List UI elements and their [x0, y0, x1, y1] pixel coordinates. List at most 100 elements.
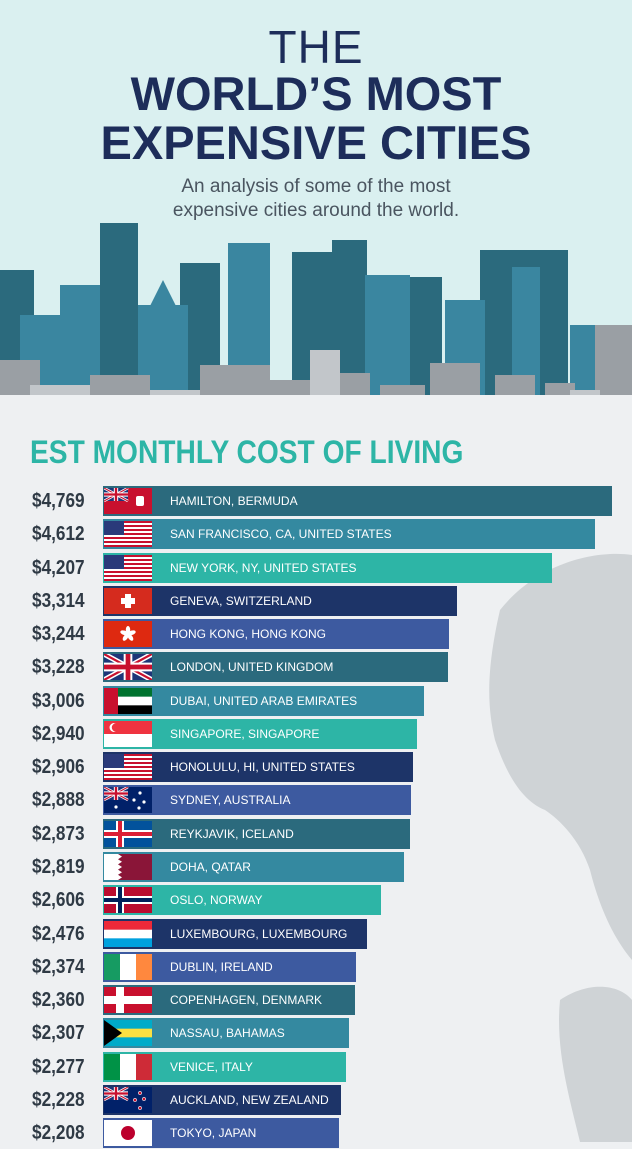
norway-flag-icon: [104, 887, 152, 914]
bar: [103, 486, 612, 516]
bar-row: $3,228 LONDON, UNITED KINGDOM: [0, 652, 632, 683]
value-label: $2,888: [32, 789, 85, 812]
bar: [103, 718, 417, 749]
category-label: DUBLIN, IRELAND: [170, 959, 273, 974]
value-label: $3,244: [32, 623, 85, 646]
bar: [103, 851, 404, 882]
bar-row: $2,606 OSLO, NORWAY: [0, 885, 632, 916]
value-label: $4,612: [32, 523, 85, 546]
bar: [103, 619, 450, 650]
singapore-flag-icon: [104, 720, 152, 747]
value-label: $2,307: [32, 1022, 85, 1045]
value-label: $3,314: [32, 589, 85, 612]
category-label: HONOLULU, HI, UNITED STATES: [170, 760, 355, 775]
value-label: $2,277: [32, 1055, 85, 1078]
bar-row: $4,207 NEW YORK, NY, UNITED STATES: [0, 552, 632, 583]
category-label: OSLO, NORWAY: [170, 893, 263, 908]
value-label: $2,873: [32, 822, 85, 845]
denmark-flag-icon: [104, 987, 152, 1014]
bar-row: $2,360 COPENHAGEN, DENMARK: [0, 985, 632, 1016]
iceland-flag-icon: [104, 820, 152, 847]
world-map-illustration: [489, 553, 632, 1142]
value-label: $2,476: [32, 922, 85, 945]
usa-flag-icon: [104, 521, 152, 548]
category-label: COPENHAGEN, DENMARK: [170, 993, 323, 1008]
title-line-1: WORLD’S MOST: [130, 67, 502, 120]
bar-row: $4,769 HAMILTON, BERMUDA: [0, 486, 632, 516]
italy-flag-icon: [104, 1053, 152, 1080]
bar-row: $2,228 AUCKLAND, NEW ZEALAND: [0, 1084, 632, 1115]
bar-row: $2,873 REYKJAVIK, ICELAND: [0, 818, 632, 849]
usa-flag-icon: [104, 554, 152, 581]
value-label: $2,208: [32, 1122, 85, 1145]
japan-flag-icon: [104, 1120, 152, 1147]
value-label: $2,360: [32, 989, 85, 1012]
category-label: VENICE, ITALY: [170, 1059, 253, 1074]
uae-flag-icon: [104, 687, 152, 714]
luxembourg-flag-icon: [104, 920, 152, 947]
ireland-flag-icon: [104, 953, 152, 980]
category-label: DUBAI, UNITED ARAB EMIRATES: [170, 693, 358, 708]
australia-flag-icon: [104, 787, 152, 814]
hero-divider: [0, 395, 632, 455]
bahamas-flag-icon: [104, 1020, 152, 1047]
bar: [103, 519, 596, 550]
bar-row: $2,307 NASSAU, BAHAMAS: [0, 1018, 632, 1049]
value-label: $2,606: [32, 889, 85, 912]
bar: [103, 785, 412, 816]
category-label: SAN FRANCISCO, CA, UNITED STATES: [170, 527, 392, 542]
bar-row: $3,244 HONG KONG, HONG KONG: [0, 619, 632, 650]
category-label: LONDON, UNITED KINGDOM: [170, 660, 334, 675]
bar-row: $2,374 DUBLIN, IRELAND: [0, 951, 632, 982]
value-label: $2,819: [32, 855, 85, 878]
bar-row: $2,476 LUXEMBOURG, LUXEMBOURG: [0, 918, 632, 949]
value-label: $4,207: [32, 556, 85, 579]
chart-title: EST MONTHLY COST OF LIVING: [30, 434, 464, 470]
bermuda-flag-icon: [104, 488, 152, 514]
bar: [103, 752, 414, 783]
value-label: $2,228: [32, 1088, 85, 1111]
category-label: REYKJAVIK, ICELAND: [170, 826, 294, 841]
category-label: SYDNEY, AUSTRALIA: [170, 793, 291, 808]
category-label: SINGAPORE, SINGAPORE: [170, 726, 320, 741]
category-label: GENEVA, SWITZERLAND: [170, 593, 312, 608]
bar-row: $3,314 GENEVA, SWITZERLAND: [0, 585, 632, 616]
category-label: HAMILTON, BERMUDA: [170, 494, 298, 508]
value-label: $3,228: [32, 656, 85, 679]
bar: [103, 652, 448, 683]
category-label: HONG KONG, HONG KONG: [170, 627, 327, 642]
title-the: THE: [268, 21, 364, 73]
value-label: $3,006: [32, 689, 85, 712]
usa-flag-icon: [104, 754, 152, 781]
title-line-2: EXPENSIVE CITIES: [100, 116, 532, 169]
qatar-flag-icon: [104, 853, 152, 880]
category-label: AUCKLAND, NEW ZEALAND: [170, 1092, 329, 1107]
bar-row: $2,208 TOKYO, JAPAN: [0, 1118, 632, 1149]
bar-row: $2,940 SINGAPORE, SINGAPORE: [0, 718, 632, 749]
category-label: LUXEMBOURG, LUXEMBOURG: [170, 926, 348, 941]
bar: [103, 685, 424, 716]
bar-row: $4,612 SAN FRANCISCO, CA, UNITED STATES: [0, 519, 632, 550]
category-label: DOHA, QATAR: [170, 859, 251, 874]
hong-kong-flag-icon: [104, 621, 152, 648]
switzerland-flag-icon: [104, 587, 152, 614]
value-label: $4,769: [32, 490, 85, 512]
bar-row: $2,277 VENICE, ITALY: [0, 1051, 632, 1082]
value-label: $2,906: [32, 756, 85, 779]
category-label: NEW YORK, NY, UNITED STATES: [170, 560, 357, 575]
category-label: NASSAU, BAHAMAS: [170, 1026, 285, 1041]
value-label: $2,940: [32, 722, 85, 745]
subtitle-line-2: expensive cities around the world.: [172, 200, 460, 221]
value-label: $2,374: [32, 955, 85, 978]
category-label: TOKYO, JAPAN: [170, 1126, 257, 1141]
bar: [103, 552, 553, 583]
bar-row: $2,906 HONOLULU, HI, UNITED STATES: [0, 752, 632, 783]
bar: [103, 585, 457, 616]
bar-row: $2,819 DOHA, QATAR: [0, 851, 632, 882]
bar-row: $3,006 DUBAI, UNITED ARAB EMIRATES: [0, 685, 632, 716]
bar: [103, 818, 410, 849]
subtitle-line-1: An analysis of some of the most: [181, 176, 451, 197]
uk-flag-icon: [104, 654, 152, 681]
new-zealand-flag-icon: [104, 1086, 152, 1113]
